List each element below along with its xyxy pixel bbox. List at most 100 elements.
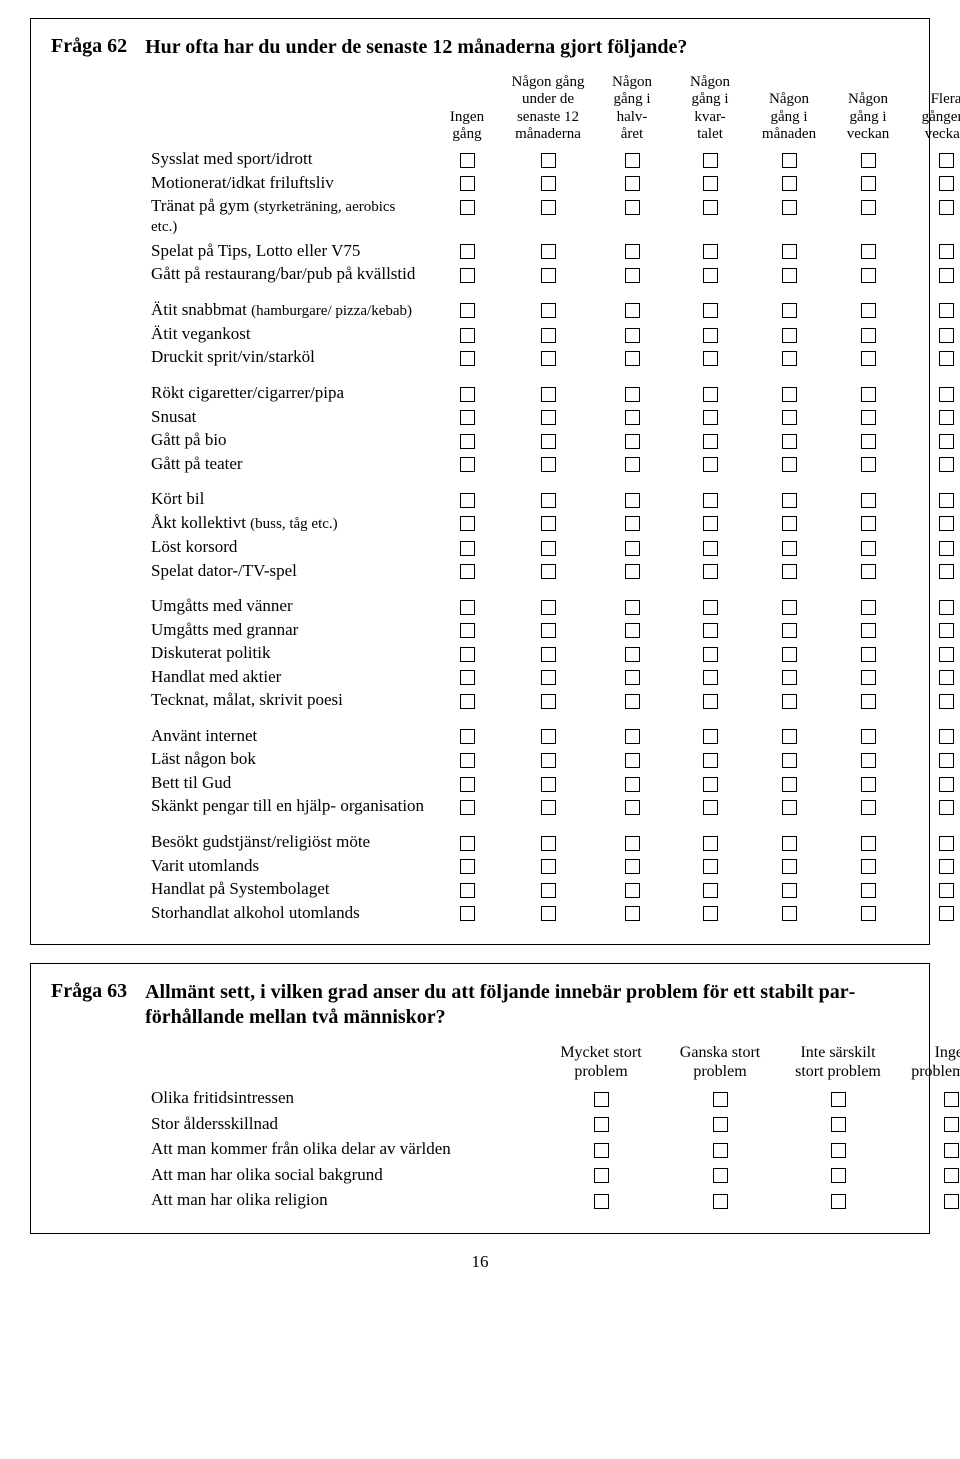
- checkbox[interactable]: [782, 729, 797, 744]
- checkbox[interactable]: [625, 694, 640, 709]
- checkbox[interactable]: [861, 200, 876, 215]
- checkbox[interactable]: [460, 200, 475, 215]
- checkbox[interactable]: [625, 623, 640, 638]
- checkbox[interactable]: [541, 859, 556, 874]
- checkbox[interactable]: [782, 753, 797, 768]
- checkbox[interactable]: [939, 753, 954, 768]
- checkbox[interactable]: [861, 564, 876, 579]
- checkbox[interactable]: [939, 859, 954, 874]
- checkbox[interactable]: [939, 516, 954, 531]
- checkbox[interactable]: [703, 541, 718, 556]
- checkbox[interactable]: [861, 777, 876, 792]
- checkbox[interactable]: [703, 268, 718, 283]
- checkbox[interactable]: [782, 670, 797, 685]
- checkbox[interactable]: [703, 694, 718, 709]
- checkbox[interactable]: [460, 434, 475, 449]
- checkbox[interactable]: [713, 1168, 728, 1183]
- checkbox[interactable]: [703, 303, 718, 318]
- checkbox[interactable]: [625, 303, 640, 318]
- checkbox[interactable]: [703, 153, 718, 168]
- checkbox[interactable]: [541, 328, 556, 343]
- checkbox[interactable]: [782, 176, 797, 191]
- checkbox[interactable]: [713, 1117, 728, 1132]
- checkbox[interactable]: [861, 328, 876, 343]
- checkbox[interactable]: [831, 1194, 846, 1209]
- checkbox[interactable]: [625, 493, 640, 508]
- checkbox[interactable]: [703, 906, 718, 921]
- checkbox[interactable]: [541, 457, 556, 472]
- checkbox[interactable]: [625, 457, 640, 472]
- checkbox[interactable]: [541, 410, 556, 425]
- checkbox[interactable]: [460, 268, 475, 283]
- checkbox[interactable]: [625, 351, 640, 366]
- checkbox[interactable]: [625, 328, 640, 343]
- checkbox[interactable]: [939, 176, 954, 191]
- checkbox[interactable]: [541, 836, 556, 851]
- checkbox[interactable]: [541, 670, 556, 685]
- checkbox[interactable]: [541, 200, 556, 215]
- checkbox[interactable]: [541, 883, 556, 898]
- checkbox[interactable]: [625, 800, 640, 815]
- checkbox[interactable]: [939, 836, 954, 851]
- checkbox[interactable]: [460, 753, 475, 768]
- checkbox[interactable]: [939, 883, 954, 898]
- checkbox[interactable]: [594, 1117, 609, 1132]
- checkbox[interactable]: [782, 387, 797, 402]
- checkbox[interactable]: [460, 694, 475, 709]
- checkbox[interactable]: [541, 153, 556, 168]
- checkbox[interactable]: [460, 859, 475, 874]
- checkbox[interactable]: [541, 600, 556, 615]
- checkbox[interactable]: [939, 670, 954, 685]
- checkbox[interactable]: [625, 434, 640, 449]
- checkbox[interactable]: [861, 859, 876, 874]
- checkbox[interactable]: [861, 836, 876, 851]
- checkbox[interactable]: [861, 753, 876, 768]
- checkbox[interactable]: [782, 623, 797, 638]
- checkbox[interactable]: [625, 176, 640, 191]
- checkbox[interactable]: [541, 303, 556, 318]
- checkbox[interactable]: [460, 328, 475, 343]
- checkbox[interactable]: [939, 200, 954, 215]
- checkbox[interactable]: [541, 176, 556, 191]
- checkbox[interactable]: [460, 493, 475, 508]
- checkbox[interactable]: [861, 906, 876, 921]
- checkbox[interactable]: [939, 493, 954, 508]
- checkbox[interactable]: [861, 541, 876, 556]
- checkbox[interactable]: [625, 564, 640, 579]
- checkbox[interactable]: [861, 268, 876, 283]
- checkbox[interactable]: [460, 303, 475, 318]
- checkbox[interactable]: [460, 176, 475, 191]
- checkbox[interactable]: [541, 387, 556, 402]
- checkbox[interactable]: [594, 1194, 609, 1209]
- checkbox[interactable]: [861, 153, 876, 168]
- checkbox[interactable]: [703, 836, 718, 851]
- checkbox[interactable]: [782, 883, 797, 898]
- checkbox[interactable]: [831, 1117, 846, 1132]
- checkbox[interactable]: [541, 434, 556, 449]
- checkbox[interactable]: [541, 516, 556, 531]
- checkbox[interactable]: [782, 328, 797, 343]
- checkbox[interactable]: [939, 268, 954, 283]
- checkbox[interactable]: [460, 244, 475, 259]
- checkbox[interactable]: [625, 859, 640, 874]
- checkbox[interactable]: [541, 729, 556, 744]
- checkbox[interactable]: [703, 387, 718, 402]
- checkbox[interactable]: [944, 1117, 959, 1132]
- checkbox[interactable]: [703, 777, 718, 792]
- checkbox[interactable]: [460, 836, 475, 851]
- checkbox[interactable]: [782, 244, 797, 259]
- checkbox[interactable]: [703, 434, 718, 449]
- checkbox[interactable]: [460, 457, 475, 472]
- checkbox[interactable]: [861, 623, 876, 638]
- checkbox[interactable]: [460, 883, 475, 898]
- checkbox[interactable]: [861, 694, 876, 709]
- checkbox[interactable]: [939, 800, 954, 815]
- checkbox[interactable]: [625, 244, 640, 259]
- checkbox[interactable]: [703, 623, 718, 638]
- checkbox[interactable]: [939, 153, 954, 168]
- checkbox[interactable]: [831, 1168, 846, 1183]
- checkbox[interactable]: [939, 600, 954, 615]
- checkbox[interactable]: [625, 387, 640, 402]
- checkbox[interactable]: [782, 836, 797, 851]
- checkbox[interactable]: [782, 303, 797, 318]
